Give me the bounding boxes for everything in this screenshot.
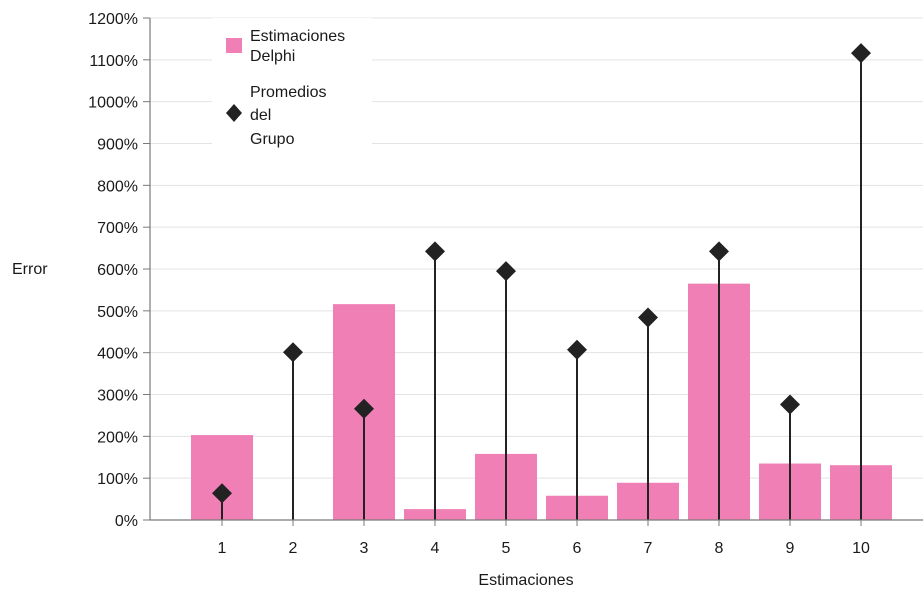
diamond-marker-7 xyxy=(638,307,658,328)
legend: Estimaciones Delphi Promedios del Grupo xyxy=(212,18,372,154)
y-tick-label: 100% xyxy=(97,471,138,488)
y-tick-label: 500% xyxy=(97,304,138,321)
legend-diamond-icon xyxy=(226,104,242,122)
legend-label-delphi-line1: Estimaciones xyxy=(250,28,345,45)
x-tick-label: 1 xyxy=(218,540,227,557)
diamond-marker-10 xyxy=(851,43,871,64)
y-tick-label: 200% xyxy=(97,429,138,446)
diamond-marker-8 xyxy=(709,241,729,262)
x-tick-label: 5 xyxy=(502,540,511,557)
x-tick-label: 7 xyxy=(644,540,653,557)
diamond-marker-9 xyxy=(780,394,800,415)
y-tick-label: 400% xyxy=(97,346,138,363)
legend-label-delphi-line2: Delphi xyxy=(250,48,295,65)
y-axis-title: Error xyxy=(12,261,48,278)
x-tick-label: 10 xyxy=(852,540,870,557)
x-axis-title: Estimaciones xyxy=(478,572,573,589)
y-tick-label: 700% xyxy=(97,220,138,237)
stem-series-group xyxy=(212,43,871,520)
y-tick-label: 1000% xyxy=(88,95,138,112)
x-tick-label: 3 xyxy=(360,540,369,557)
x-tick-label: 6 xyxy=(573,540,582,557)
y-tick-labels: 0% 100% 200% 300% 400% 500% 600% 700% 800% 900% 10… xyxy=(88,11,138,530)
legend-label-group-line3: Grupo xyxy=(250,131,295,148)
diamond-marker-6 xyxy=(567,339,587,360)
axes xyxy=(143,17,923,526)
x-tick-label: 2 xyxy=(289,540,298,557)
legend-label-group-line2: del xyxy=(250,107,271,124)
y-tick-label: 900% xyxy=(97,137,138,154)
x-tick-label: 8 xyxy=(715,540,724,557)
y-tick-label: 800% xyxy=(97,178,138,195)
y-tick-label: 0% xyxy=(115,513,138,530)
y-tick-label: 300% xyxy=(97,388,138,405)
legend-label-group-line1: Promedios xyxy=(250,84,326,101)
y-tick-label: 600% xyxy=(97,262,138,279)
x-tick-labels: 1 2 3 4 5 6 7 8 9 10 xyxy=(218,540,870,557)
diamond-marker-4 xyxy=(425,241,445,262)
diamond-marker-5 xyxy=(496,261,516,282)
diamond-marker-1 xyxy=(212,483,232,504)
x-tick-label: 9 xyxy=(786,540,795,557)
legend-swatch-delphi xyxy=(226,38,242,53)
y-tick-label: 1200% xyxy=(88,11,138,28)
diamond-marker-3 xyxy=(354,398,374,419)
x-tick-label: 4 xyxy=(431,540,440,557)
y-tick-label: 1100% xyxy=(89,53,138,70)
diamond-marker-2 xyxy=(283,342,303,363)
